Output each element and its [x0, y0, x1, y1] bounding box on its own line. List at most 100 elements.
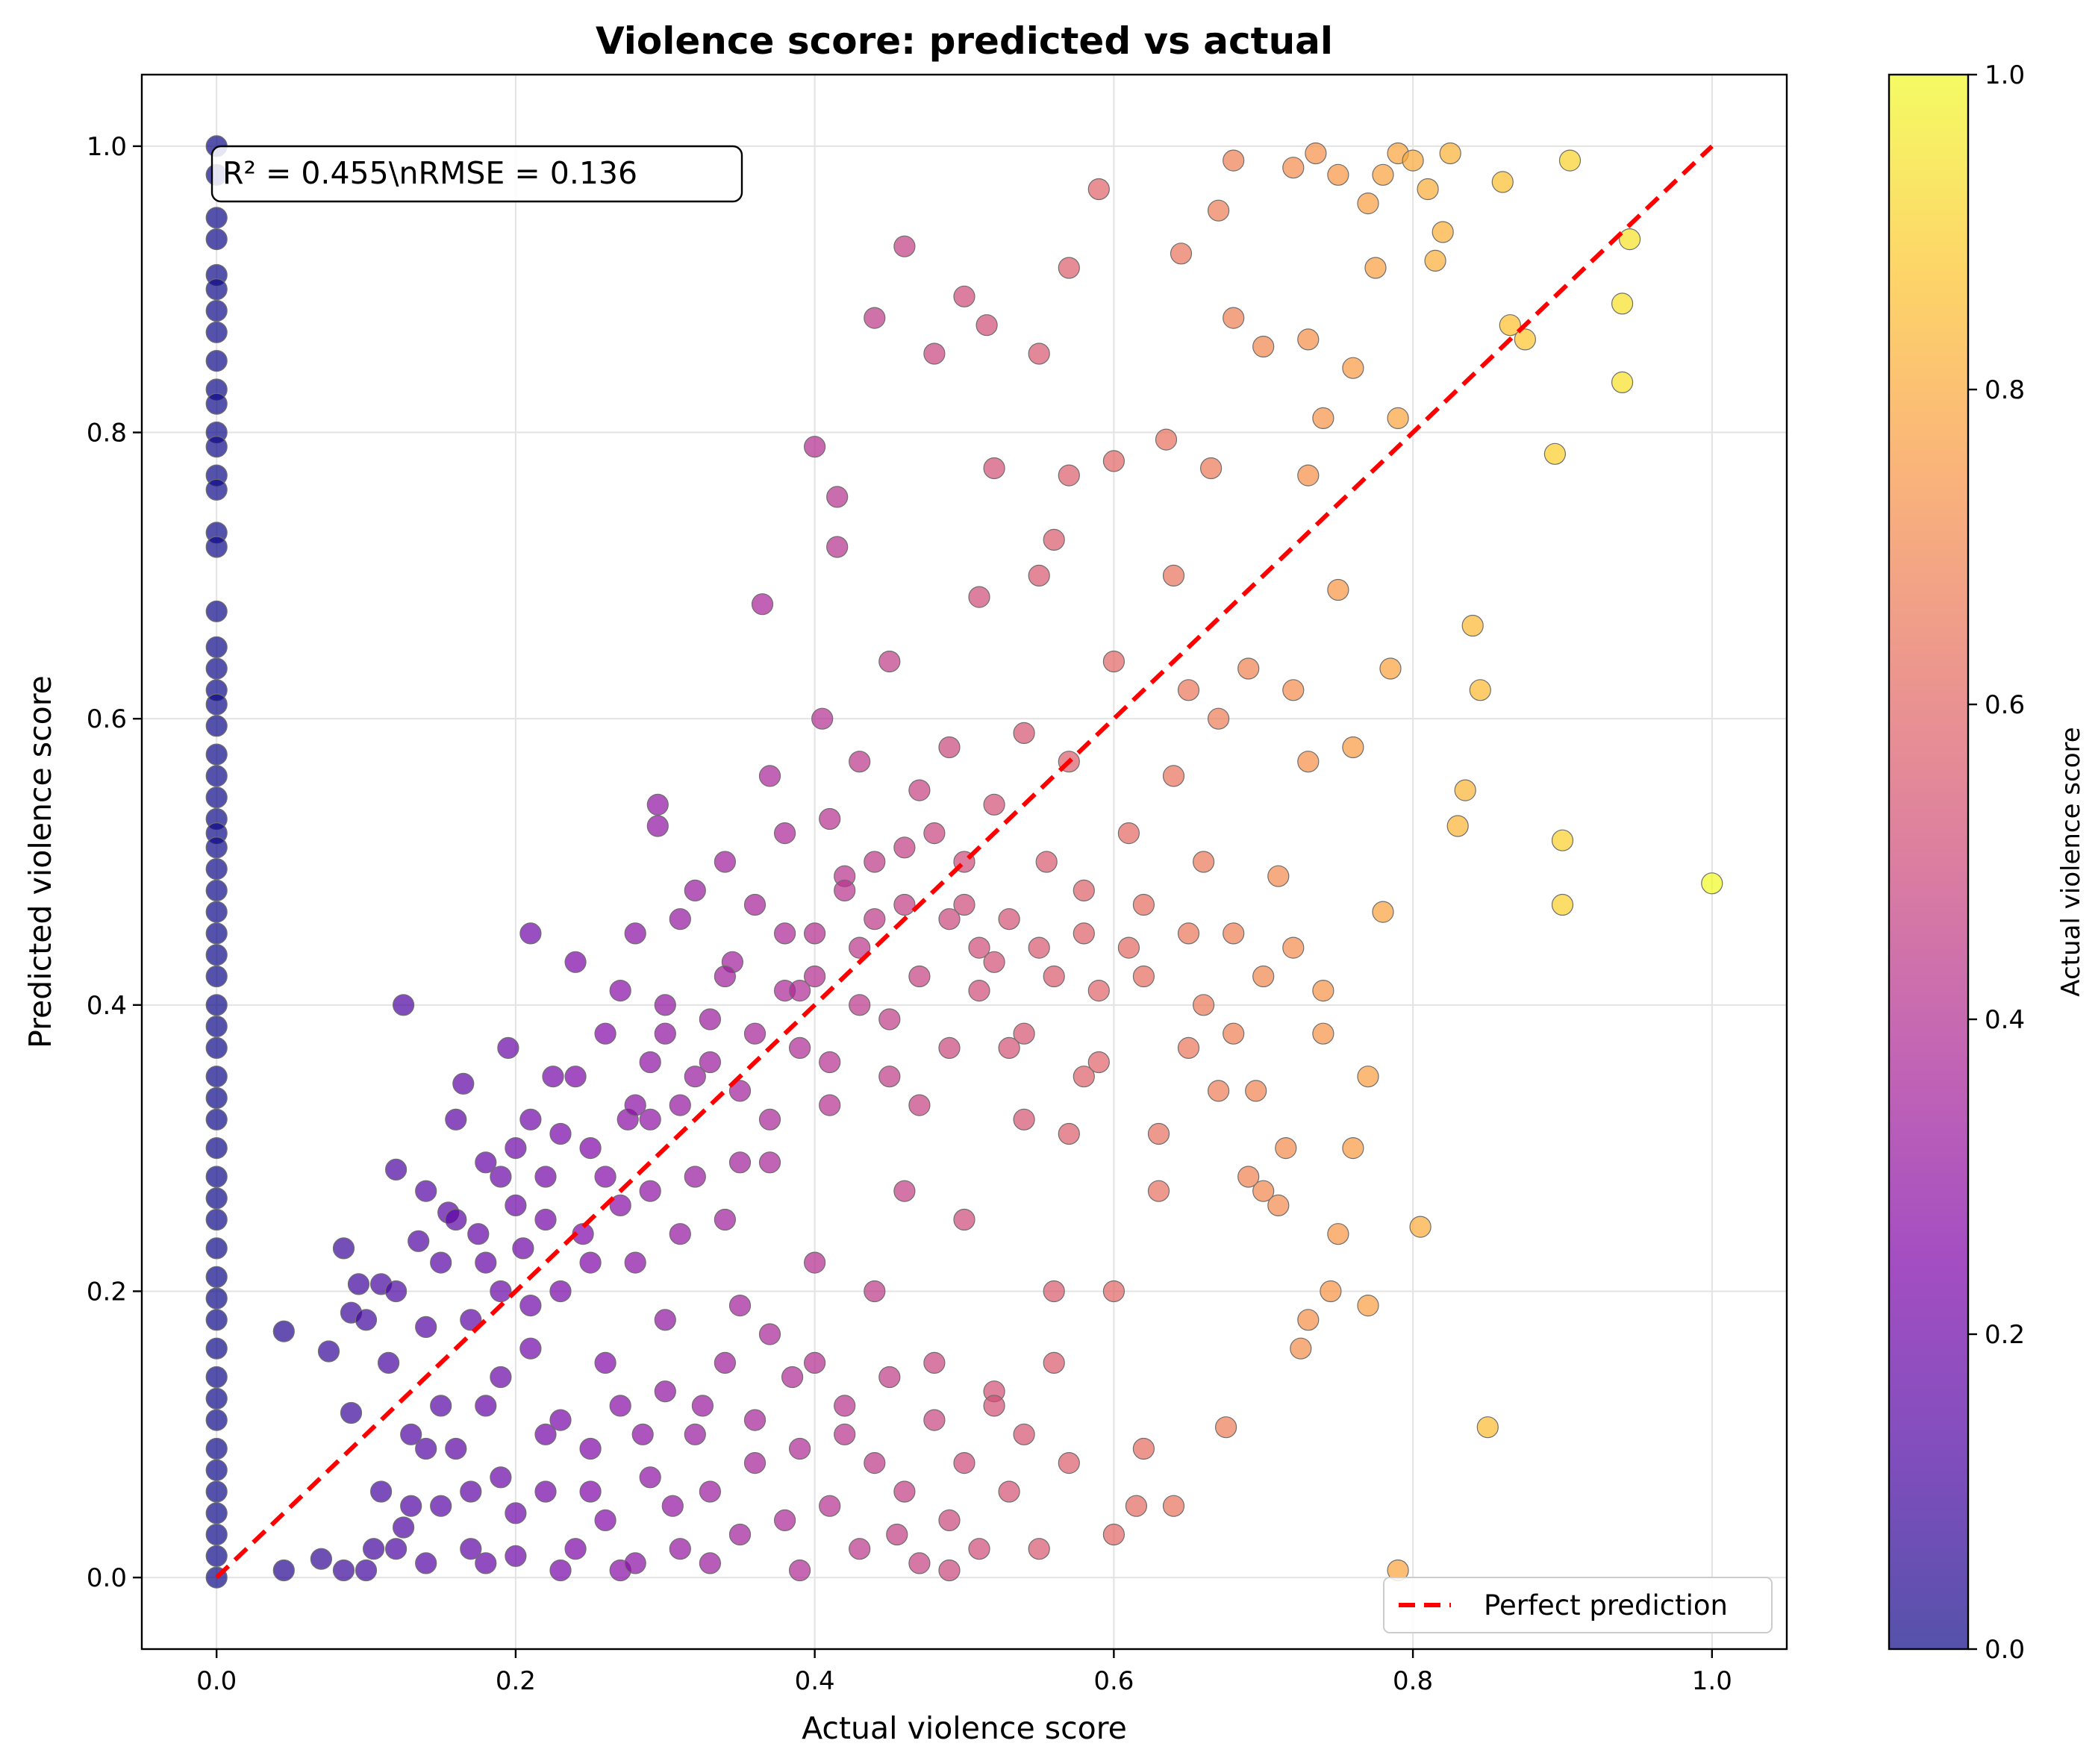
- data-point: [512, 1237, 534, 1260]
- data-point: [1028, 343, 1050, 365]
- legend: Perfect prediction: [1383, 1577, 1773, 1633]
- data-point: [1102, 450, 1126, 472]
- data-point: [1357, 1066, 1379, 1088]
- data-point: [1073, 922, 1095, 945]
- data-point: [1290, 1337, 1312, 1360]
- legend-box: [1383, 1577, 1773, 1633]
- data-point: [1409, 1216, 1432, 1238]
- data-point: [699, 1552, 722, 1574]
- data-point: [654, 1309, 676, 1331]
- data-point: [1155, 428, 1178, 451]
- data-point: [1305, 142, 1327, 165]
- data-point: [1177, 679, 1200, 701]
- data-point: [460, 1538, 482, 1560]
- data-point: [205, 392, 228, 415]
- stats-annotation: R² = 0.455\nRMSE = 0.136: [210, 145, 743, 203]
- colorbar-tick-label: 0.8: [1985, 375, 2025, 405]
- data-point: [1320, 1280, 1342, 1303]
- x-tick-label: 0.2: [496, 1666, 536, 1696]
- data-point: [1162, 1495, 1185, 1517]
- y-axis-label: Predicted violence score: [22, 675, 58, 1048]
- data-point: [1551, 893, 1574, 916]
- y-tick-label: 0.6: [87, 704, 127, 734]
- data-point: [699, 1008, 722, 1030]
- data-point: [332, 1559, 355, 1582]
- data-point: [1043, 1351, 1065, 1374]
- data-point: [205, 1309, 228, 1331]
- data-point: [205, 693, 228, 716]
- data-point: [392, 994, 415, 1016]
- data-point: [1379, 657, 1402, 680]
- stats-annotation-text: R² = 0.455\nRMSE = 0.136: [222, 155, 637, 191]
- data-point: [728, 1151, 752, 1174]
- data-point: [1275, 1136, 1297, 1160]
- data-point: [497, 1036, 519, 1060]
- data-point: [878, 1008, 901, 1030]
- data-point: [1207, 1080, 1230, 1102]
- data-point: [1499, 314, 1521, 337]
- colorbar-tick-label: 0.0: [1985, 1635, 2025, 1665]
- colorbar-tick-label: 0.2: [1985, 1320, 2025, 1350]
- data-point: [445, 1208, 467, 1231]
- data-point: [1223, 307, 1245, 329]
- data-point: [490, 1366, 512, 1389]
- data-point: [758, 1108, 781, 1130]
- data-point: [460, 1309, 482, 1331]
- data-point: [1207, 707, 1230, 730]
- data-point: [430, 1251, 452, 1274]
- data-point: [205, 636, 228, 658]
- data-point: [1424, 249, 1446, 272]
- data-point: [714, 965, 737, 988]
- data-point: [272, 1559, 295, 1582]
- data-point: [205, 1187, 228, 1210]
- data-point: [923, 1351, 946, 1374]
- data-point: [864, 851, 886, 873]
- data-point: [684, 879, 706, 902]
- data-point: [415, 1316, 437, 1339]
- data-point: [1312, 979, 1334, 1002]
- data-points: [205, 135, 1723, 1589]
- data-point: [355, 1559, 378, 1582]
- data-point: [534, 1208, 557, 1231]
- data-point: [1558, 149, 1582, 172]
- data-point: [519, 1108, 542, 1130]
- chart-title: Violence score: predicted vs actual: [596, 19, 1333, 63]
- data-point: [392, 1516, 415, 1539]
- data-point: [1454, 779, 1476, 801]
- data-point: [272, 1320, 295, 1342]
- data-point: [751, 593, 774, 616]
- data-point: [445, 1108, 467, 1130]
- data-point: [505, 1502, 527, 1524]
- data-point: [1117, 936, 1140, 959]
- data-point: [205, 321, 228, 343]
- data-point: [1312, 1022, 1334, 1045]
- data-point: [205, 1108, 228, 1130]
- data-point: [669, 908, 691, 931]
- plot-frame: [140, 73, 1788, 1651]
- x-tick-label: 1.0: [1692, 1666, 1732, 1696]
- data-point: [505, 1136, 527, 1160]
- data-point: [773, 822, 796, 845]
- data-point: [205, 1287, 228, 1310]
- data-point: [743, 1451, 767, 1474]
- data-point: [1192, 851, 1215, 873]
- data-point: [205, 1366, 228, 1389]
- data-point: [1282, 157, 1305, 179]
- data-point: [1102, 650, 1126, 673]
- data-point: [205, 350, 228, 372]
- data-point: [849, 751, 871, 773]
- data-point: [1035, 851, 1058, 873]
- data-point: [773, 922, 796, 945]
- data-point: [564, 1066, 587, 1088]
- x-tick-label: 0.6: [1093, 1666, 1134, 1696]
- colorbar-ticks: 0.0 0.2 0.4 0.6 0.8 1.0: [1968, 60, 2025, 1665]
- data-point: [624, 1094, 646, 1116]
- data-point: [475, 1251, 497, 1274]
- data-point: [953, 1451, 975, 1474]
- data-point: [400, 1495, 422, 1517]
- data-point: [579, 1480, 602, 1503]
- data-point: [983, 457, 1005, 480]
- data-point: [579, 1251, 602, 1274]
- data-point: [609, 979, 631, 1002]
- data-point: [699, 1480, 722, 1503]
